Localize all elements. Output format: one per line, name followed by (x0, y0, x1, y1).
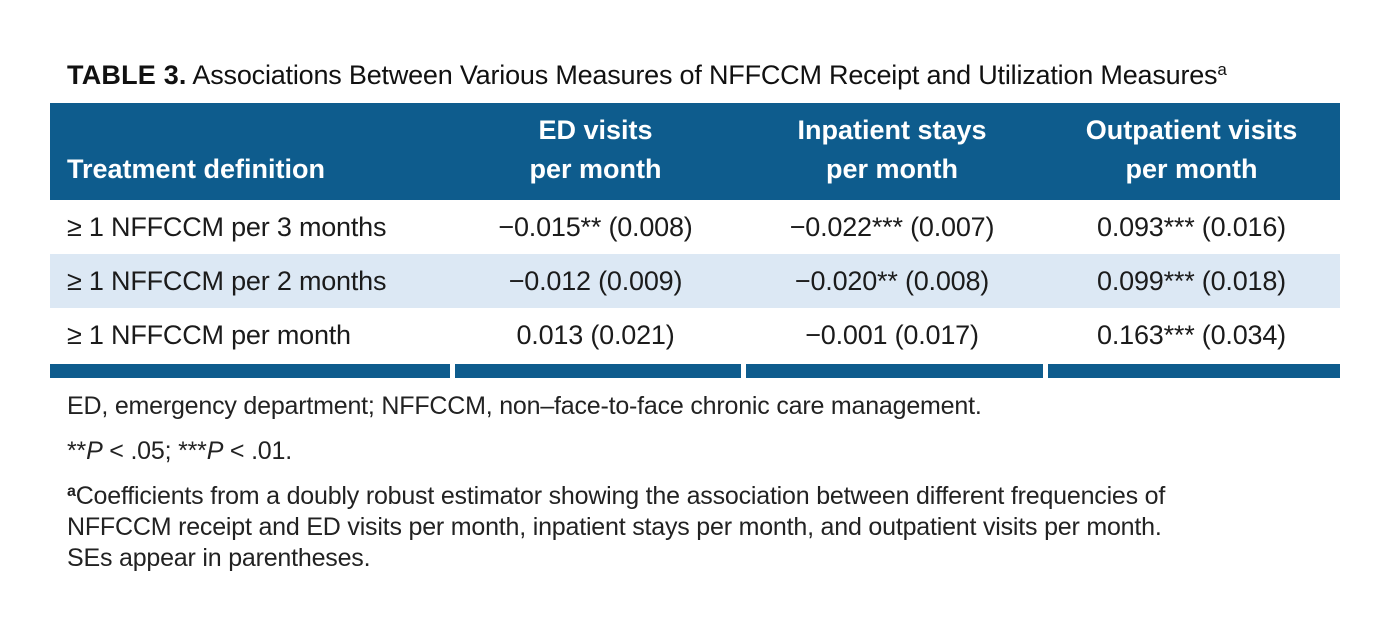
significance-threshold: < .05; (102, 437, 179, 465)
significance-threshold: < .01. (223, 437, 292, 465)
cell-definition: ≥ 1 NFFCCM per 2 months (67, 265, 387, 296)
table-title: TABLE 3. Associations Between Various Me… (67, 58, 1227, 92)
cell-outpatient-visits: 0.099*** (0.018) (1097, 265, 1286, 296)
footnote-a-superscript: a (67, 483, 76, 500)
table-bottom-rule (50, 364, 1340, 378)
cell-inpatient-stays: −0.020** (0.008) (794, 265, 990, 296)
column-header-treatment-definition: Treatment definition (67, 154, 326, 184)
p-value-symbol: P (86, 437, 103, 465)
table-bottom-rule-segment (746, 364, 1043, 378)
footnote-significance: **P < .05; ***P < .01. (67, 436, 1347, 467)
table-title-text: Associations Between Various Measures of… (186, 60, 1218, 90)
column-header-ed-visits: ED visits per month (529, 115, 662, 184)
cell-outpatient-visits: 0.093*** (0.016) (1097, 211, 1286, 242)
footnote-a-text: Coefficients from a doubly robust estima… (67, 482, 1166, 572)
footnotes: ED, emergency department; NFFCCM, non–fa… (67, 391, 1347, 574)
table-bottom-rule-segment (50, 364, 450, 378)
table-row: ≥ 1 NFFCCM per 2 months −0.012 (0.009) −… (50, 254, 1340, 308)
cell-ed-visits: −0.012 (0.009) (508, 265, 683, 296)
table-bottom-rule-segment (1048, 364, 1340, 378)
column-header-inpatient-stays: Inpatient stays per month (797, 115, 987, 184)
cell-inpatient-stays: −0.022*** (0.007) (789, 211, 995, 242)
cell-definition: ≥ 1 NFFCCM per month (67, 319, 351, 350)
table-title-superscript: a (1217, 60, 1227, 79)
table-number-label: TABLE 3. (67, 60, 187, 90)
cell-ed-visits: −0.015** (0.008) (498, 211, 693, 242)
significance-stars: ** (67, 437, 87, 465)
footnote-abbreviations: ED, emergency department; NFFCCM, non–fa… (67, 392, 982, 420)
cell-outpatient-visits: 0.163*** (0.034) (1097, 319, 1286, 350)
cell-inpatient-stays: −0.001 (0.017) (805, 319, 979, 350)
footnote-a: aCoefficients from a doubly robust estim… (67, 481, 1347, 574)
table-bottom-rule-segment (455, 364, 741, 378)
column-header-outpatient-visits: Outpatient visits per month (1085, 115, 1298, 184)
data-table: Treatment definition ED visits per month… (50, 103, 1340, 378)
significance-stars: *** (178, 437, 207, 465)
table-header-row: Treatment definition ED visits per month… (50, 103, 1340, 200)
table-row: ≥ 1 NFFCCM per month 0.013 (0.021) −0.00… (50, 308, 1340, 362)
table-row: ≥ 1 NFFCCM per 3 months −0.015** (0.008)… (50, 200, 1340, 254)
cell-definition: ≥ 1 NFFCCM per 3 months (67, 211, 387, 242)
cell-ed-visits: 0.013 (0.021) (516, 319, 675, 350)
p-value-symbol: P (206, 437, 224, 465)
